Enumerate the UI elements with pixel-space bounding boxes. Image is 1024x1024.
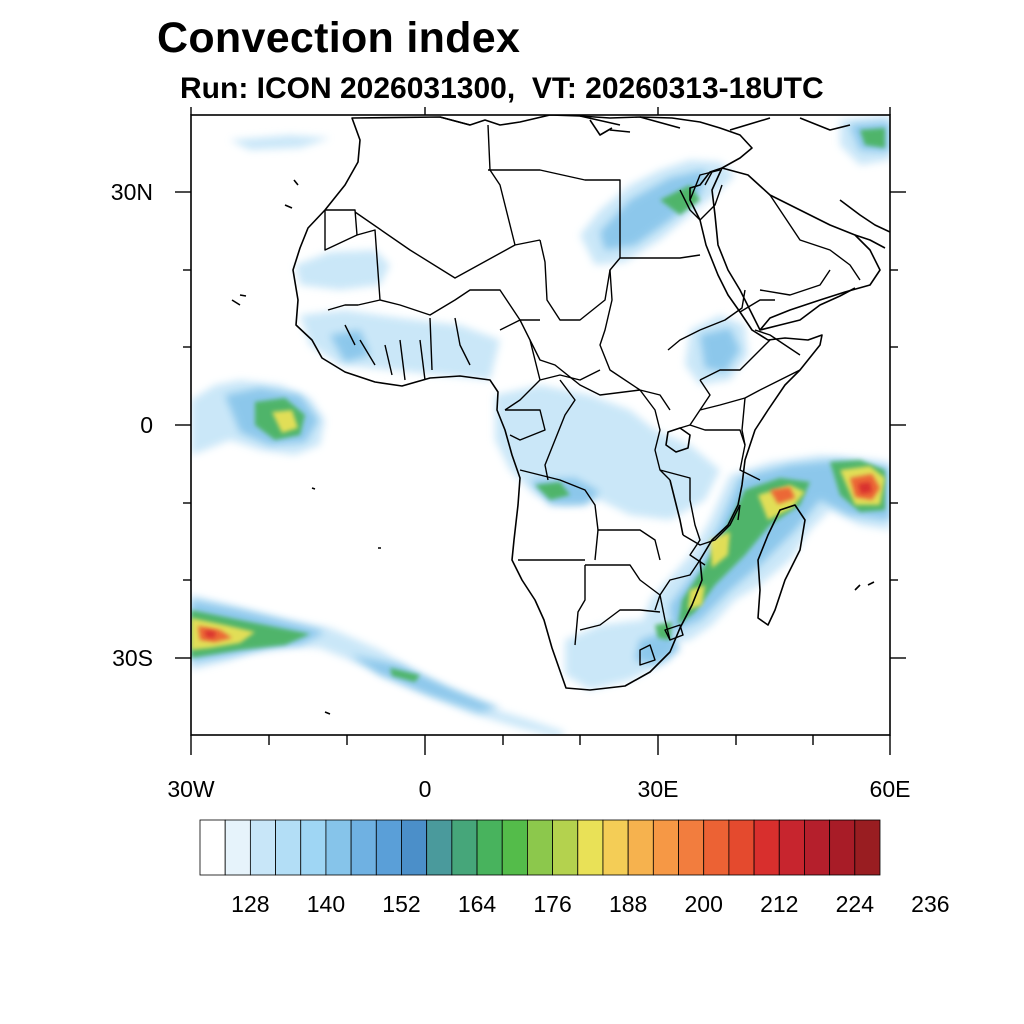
colorbar-box	[552, 819, 579, 876]
colorbar-box	[804, 819, 831, 876]
colorbar-box	[627, 819, 654, 876]
arabia-coastline	[711, 167, 881, 331]
colorbar-box	[275, 819, 302, 876]
lat-label-30n: 30N	[111, 179, 153, 205]
convection-field	[191, 115, 890, 735]
colorbar-box	[829, 819, 856, 876]
country-borders	[324, 124, 861, 666]
colorbar-box	[678, 819, 705, 876]
field-mediterranean	[230, 135, 330, 150]
colorbar-label-236: 236	[911, 891, 949, 917]
colorbar-box	[224, 819, 251, 876]
colorbar-label-200: 200	[685, 891, 723, 917]
colorbar-box	[375, 819, 402, 876]
colorbar-box	[249, 819, 276, 876]
colorbar-box	[300, 819, 327, 876]
colorbar-label-140: 140	[307, 891, 345, 917]
colorbar-label-188: 188	[609, 891, 647, 917]
colorbar-label-152: 152	[382, 891, 420, 917]
colorbar-label-224: 224	[836, 891, 875, 917]
colorbar-box	[703, 819, 730, 876]
axis-ticks	[175, 107, 906, 755]
colorbar-box	[652, 819, 679, 876]
colorbar-labels: 128 140 152 164 176 188 200 212 224 236	[231, 891, 949, 917]
map-subtitle: Run: ICON 2026031300, VT: 20260313-18UTC	[180, 72, 824, 105]
colorbar-label-176: 176	[533, 891, 571, 917]
colorbar-box	[325, 819, 352, 876]
colorbar-box	[501, 819, 528, 876]
colorbar-box	[778, 819, 805, 876]
field-western-sahara	[295, 250, 390, 290]
colorbar-label-164: 164	[458, 891, 497, 917]
colorbar-label-128: 128	[231, 891, 269, 917]
colorbar-box	[854, 819, 881, 876]
colorbar-box	[451, 819, 478, 876]
coastlines	[231, 115, 890, 715]
colorbar-box	[753, 819, 780, 876]
lon-label-0: 0	[419, 776, 432, 802]
colorbar-box	[350, 819, 377, 876]
colorbar-box	[199, 819, 226, 876]
colorbar-box	[426, 819, 453, 876]
lon-label-60e: 60E	[870, 776, 911, 802]
colorbar-label-212: 212	[760, 891, 798, 917]
colorbar	[199, 819, 881, 876]
colorbar-box	[476, 819, 503, 876]
colorbar-box	[577, 819, 604, 876]
lon-label-30w: 30W	[167, 776, 215, 802]
lat-label-30s: 30S	[112, 645, 153, 671]
colorbar-box	[728, 819, 755, 876]
madagascar-coastline	[757, 504, 806, 626]
lat-label-0: 0	[140, 412, 153, 438]
lon-label-30e: 30E	[638, 776, 679, 802]
map-title: Convection index	[157, 14, 521, 62]
africa-coastline	[292, 115, 823, 691]
colorbar-box	[527, 819, 553, 876]
colorbar-box	[401, 819, 428, 876]
colorbar-box	[602, 819, 629, 876]
